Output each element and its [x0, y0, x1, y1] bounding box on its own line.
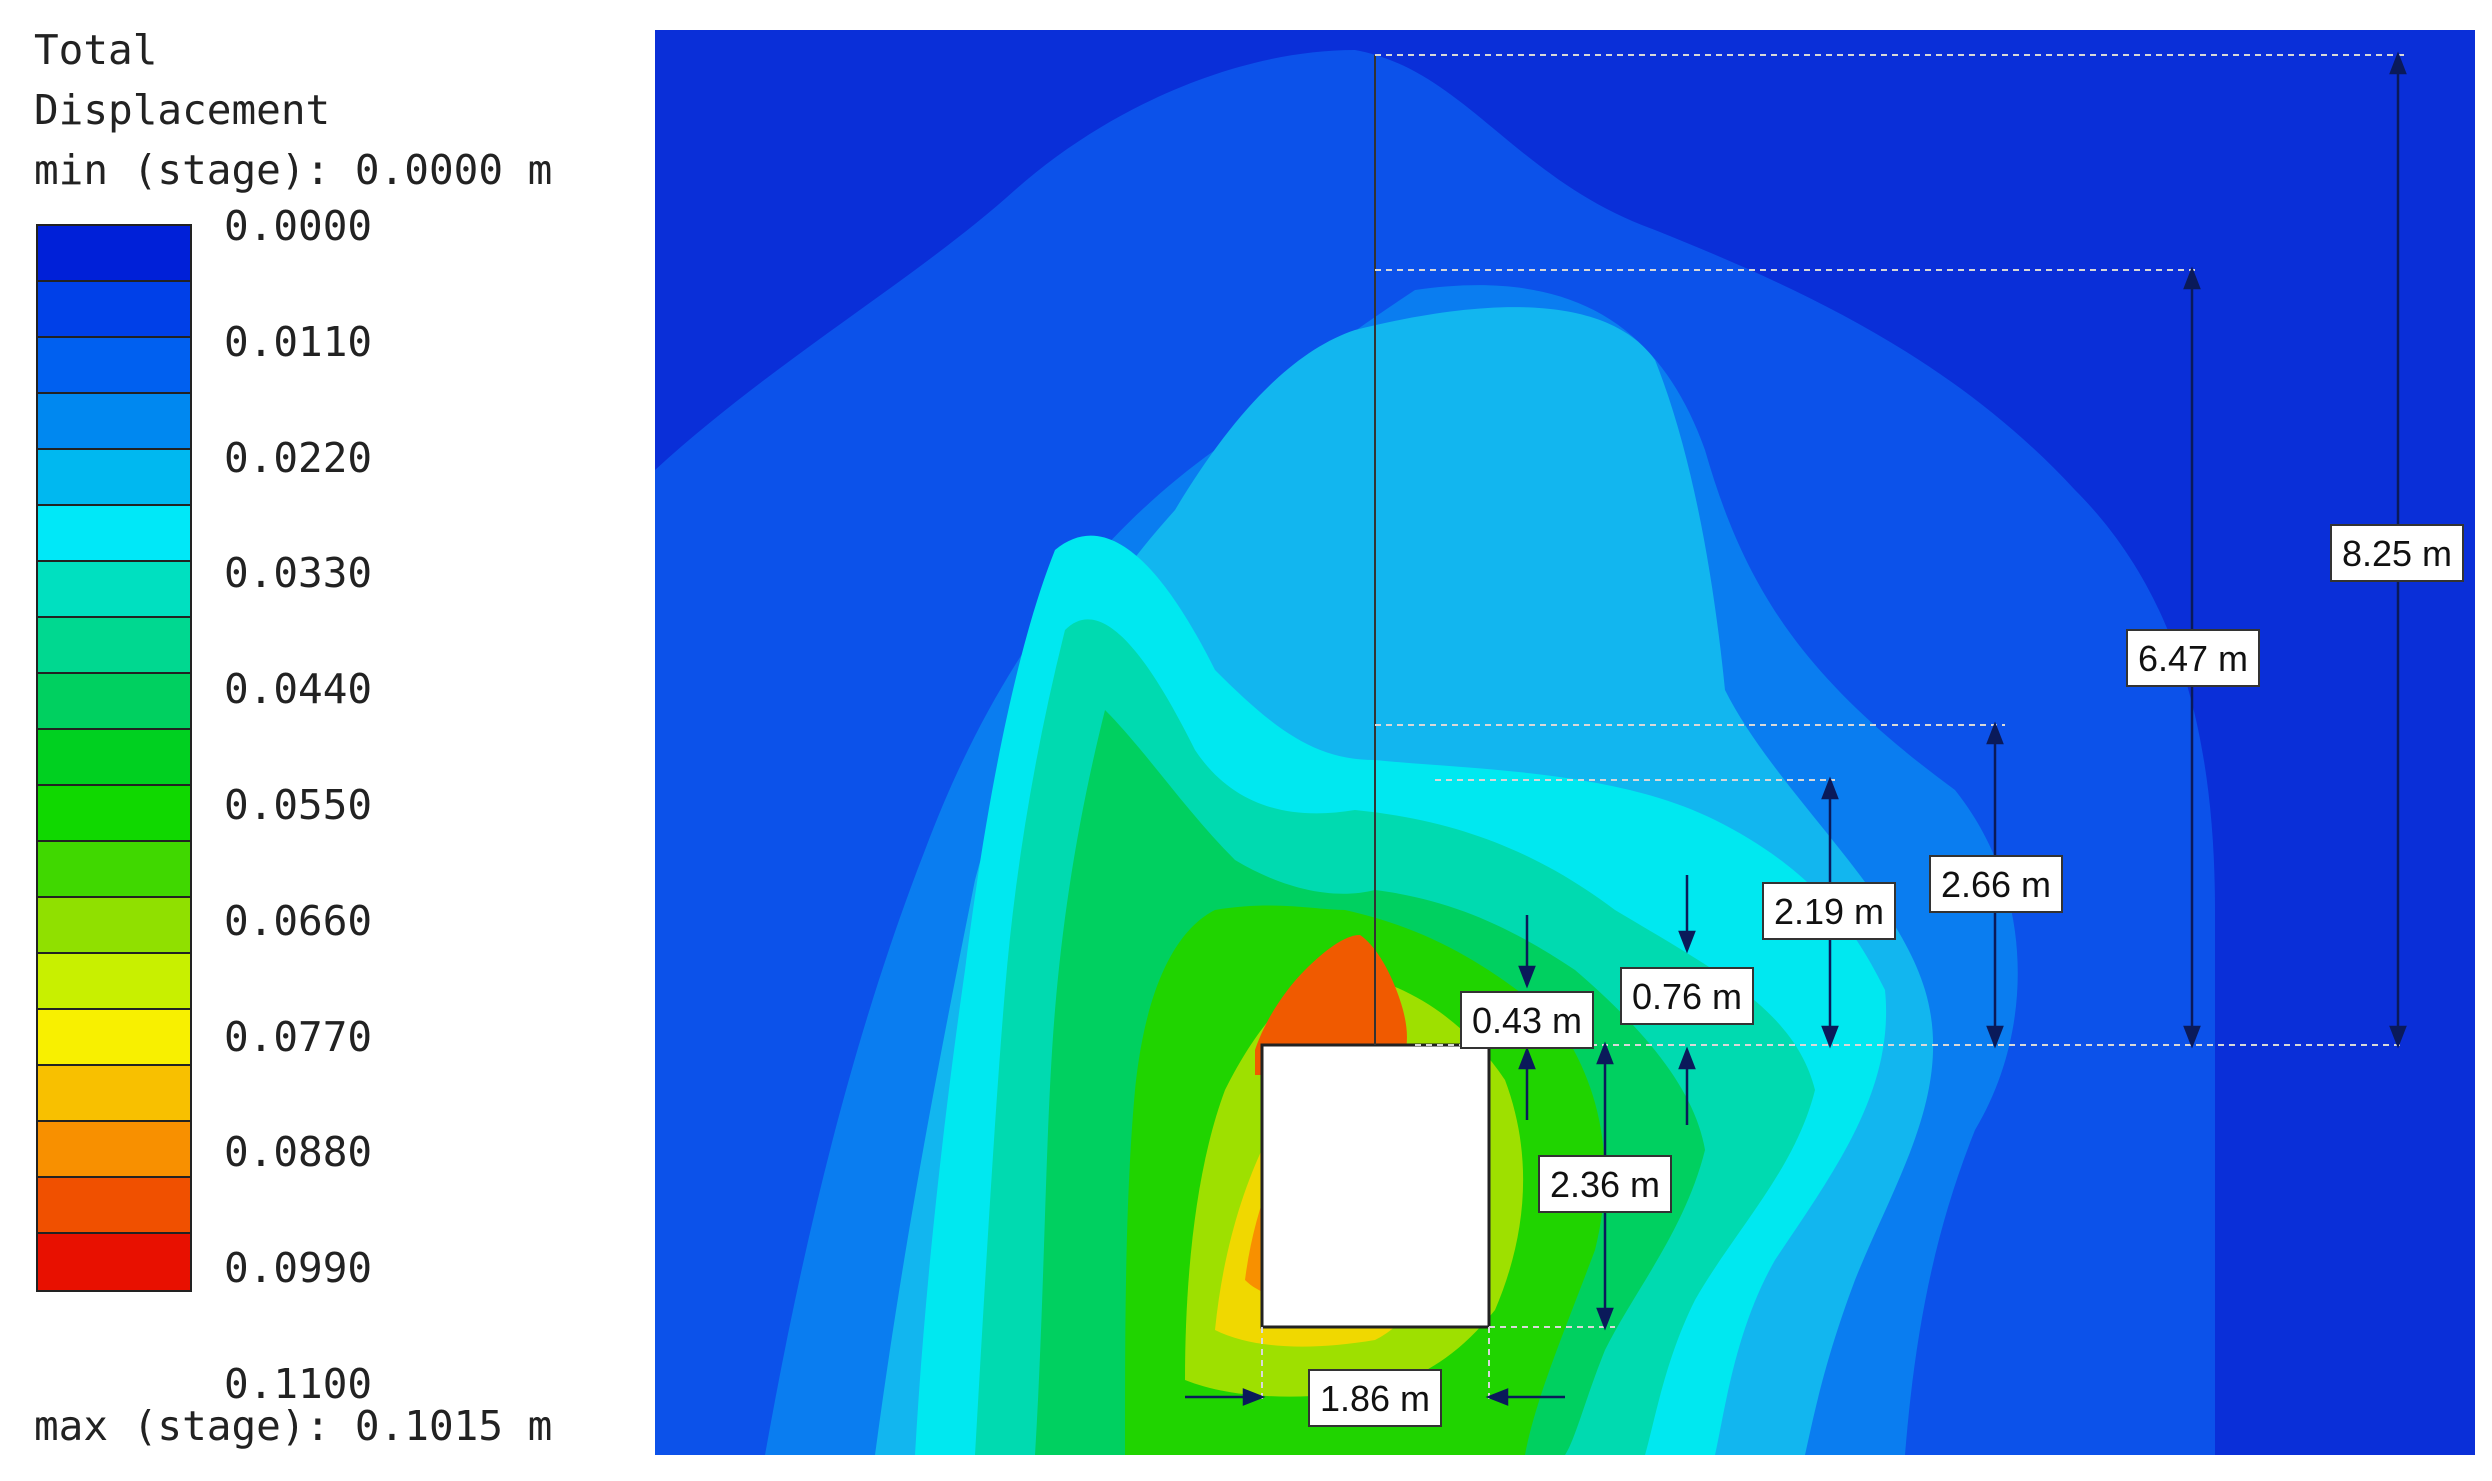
legend-color-cell	[38, 730, 190, 786]
legend-color-cell	[38, 450, 190, 506]
dim-0-76-text: 0.76 m	[1632, 976, 1742, 1017]
legend-color-cell	[38, 282, 190, 338]
legend-color-cell	[38, 786, 190, 842]
legend-color-cell	[38, 898, 190, 954]
legend-tick-label: 0.0550	[224, 781, 373, 829]
legend-tick-label: 0.1100	[224, 1360, 373, 1408]
tunnel-opening	[1260, 1043, 1491, 1329]
dim-6-47: 6.47 m	[2126, 629, 2260, 687]
dim-0-43-text: 0.43 m	[1472, 1000, 1582, 1041]
legend-min-text: min (stage): 0.0000 m	[34, 146, 553, 194]
dim-8-25: 8.25 m	[2330, 524, 2464, 582]
legend-color-cell	[38, 674, 190, 730]
legend-color-cell	[38, 954, 190, 1010]
dim-2-19: 2.19 m	[1762, 882, 1896, 940]
dim-2-36: 2.36 m	[1538, 1155, 1672, 1213]
legend-color-cell	[38, 1010, 190, 1066]
dim-1-86: 1.86 m	[1308, 1369, 1442, 1427]
legend-color-cell	[38, 1234, 190, 1290]
legend-color-cell	[38, 618, 190, 674]
legend-tick-label: 0.0880	[224, 1128, 373, 1177]
legend-color-cell	[38, 394, 190, 450]
displacement-contour-plot: 8.25 m 6.47 m 2.66 m 2.19 m 0.76 m 0.43 …	[655, 30, 2475, 1455]
dim-0-43: 0.43 m	[1460, 991, 1594, 1049]
legend-tick-label: 0.0220	[224, 433, 373, 482]
legend-color-cell	[38, 562, 190, 618]
legend-color-cell	[38, 1066, 190, 1122]
dim-2-19-text: 2.19 m	[1774, 891, 1884, 932]
legend-tick-label: 0.0000	[224, 202, 373, 250]
dim-0-76: 0.76 m	[1620, 967, 1754, 1025]
legend-tick-label: 0.0770	[224, 1012, 373, 1061]
legend-tick-label: 0.0330	[224, 549, 373, 598]
legend-title-line2: Displacement	[34, 86, 331, 134]
color-scale-bar	[36, 224, 192, 1292]
legend-color-cell	[38, 226, 190, 282]
legend-color-cell	[38, 1122, 190, 1178]
dim-2-66: 2.66 m	[1929, 855, 2063, 913]
dim-8-25-text: 8.25 m	[2342, 533, 2452, 574]
legend-color-cell	[38, 338, 190, 394]
legend-max-text: max (stage): 0.1015 m	[34, 1402, 553, 1450]
legend-tick-label: 0.0110	[224, 317, 373, 366]
legend-tick-label: 0.0440	[224, 665, 373, 714]
dim-2-36-text: 2.36 m	[1550, 1164, 1660, 1205]
dim-1-86-text: 1.86 m	[1320, 1378, 1430, 1419]
legend-tick-label: 0.0990	[224, 1244, 373, 1293]
dim-2-66-text: 2.66 m	[1941, 864, 2051, 905]
legend-color-cell	[38, 1178, 190, 1234]
contour-band-11	[1255, 935, 1407, 1075]
legend-color-cell	[38, 506, 190, 562]
legend-color-cell	[38, 842, 190, 898]
legend-title-line1: Total	[34, 26, 158, 74]
dim-6-47-text: 6.47 m	[2138, 638, 2248, 679]
legend-tick-label: 0.0660	[224, 896, 373, 945]
